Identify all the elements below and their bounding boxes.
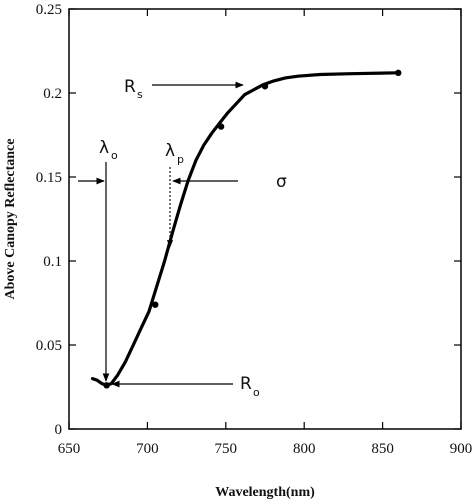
x-tick-label: 750	[215, 441, 238, 457]
y-tick-label: 0.05	[36, 338, 62, 354]
y-tick-label: 0.15	[36, 170, 62, 186]
plot-frame	[68, 8, 462, 430]
annotation-sigma-label: σ	[276, 172, 287, 192]
annotation-lambda-p-label: λ	[165, 141, 175, 161]
data-point	[152, 301, 159, 308]
x-tick-label: 900	[450, 441, 473, 457]
annotation-lambda-o-label: λ	[99, 138, 109, 158]
data-point	[217, 123, 225, 130]
x-tick-label: 650	[58, 441, 81, 457]
y-tick-label: 0.25	[36, 2, 62, 18]
data-points	[103, 69, 402, 389]
annotation-rs-label: R	[124, 77, 136, 97]
y-tick-label: 0	[55, 422, 63, 438]
annotation-ro-subscript: o	[253, 386, 260, 399]
reflectance-curve	[90, 71, 400, 387]
data-point	[261, 83, 269, 90]
x-tick-label: 800	[293, 441, 316, 457]
annotation-lambda-p-subscript: p	[177, 153, 184, 166]
annotation-ro-label: R	[240, 374, 252, 394]
y-tick-label: 0.2	[43, 86, 62, 102]
x-axis: 650 700 750 800 850 900	[58, 9, 473, 457]
y-axis: 0 0.05 0.1 0.15 0.2 0.25	[36, 2, 461, 438]
x-axis-title: Wavelength(nm)	[215, 485, 315, 500]
annotation-lambda-o-subscript: o	[111, 149, 118, 162]
y-tick-label: 0.1	[43, 254, 62, 270]
data-point	[395, 69, 402, 77]
y-axis-title: Above Canopy Reflectance	[3, 139, 18, 300]
x-tick-label: 700	[136, 441, 159, 457]
data-point	[103, 382, 110, 389]
x-tick-label: 850	[371, 441, 394, 457]
annotation-rs-subscript: s	[137, 88, 143, 101]
